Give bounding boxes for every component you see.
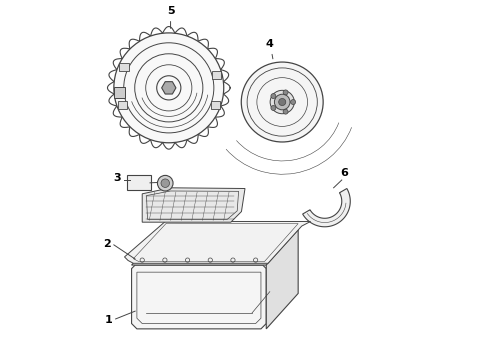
Polygon shape <box>266 230 298 329</box>
Polygon shape <box>303 189 350 227</box>
FancyBboxPatch shape <box>115 87 125 98</box>
Circle shape <box>271 94 276 99</box>
Text: 5: 5 <box>167 6 174 16</box>
Ellipse shape <box>241 62 323 142</box>
Circle shape <box>161 179 170 188</box>
Circle shape <box>279 99 286 105</box>
FancyBboxPatch shape <box>212 71 221 79</box>
Polygon shape <box>132 265 266 329</box>
Text: 4: 4 <box>266 39 274 49</box>
Polygon shape <box>142 188 245 222</box>
Text: 3: 3 <box>114 172 121 183</box>
FancyBboxPatch shape <box>118 101 127 109</box>
Circle shape <box>283 109 288 114</box>
Polygon shape <box>132 230 298 265</box>
Circle shape <box>114 33 224 143</box>
Text: 1: 1 <box>105 315 112 325</box>
Circle shape <box>283 90 288 95</box>
Circle shape <box>271 105 276 111</box>
Circle shape <box>274 94 290 110</box>
Circle shape <box>157 175 173 191</box>
FancyBboxPatch shape <box>127 175 151 190</box>
Polygon shape <box>124 221 311 263</box>
Ellipse shape <box>270 90 294 114</box>
Circle shape <box>291 100 295 104</box>
Polygon shape <box>162 82 176 94</box>
FancyBboxPatch shape <box>211 101 220 109</box>
Text: 2: 2 <box>103 239 111 249</box>
FancyBboxPatch shape <box>120 63 128 71</box>
Text: 6: 6 <box>341 168 348 178</box>
